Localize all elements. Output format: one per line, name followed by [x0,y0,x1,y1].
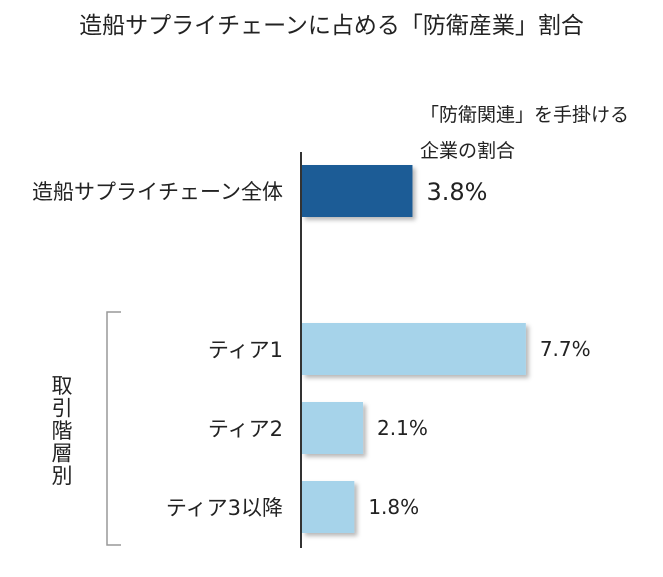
category-label-4: ティア3以降 [166,496,283,520]
series-annotation-line-2: 企業の割合 [420,140,515,162]
value-label-3: 2.1% [377,416,428,440]
category-label-1: 造船サプライチェーン全体 [32,180,283,204]
group-label-char-2: 引 [52,397,73,421]
bar-2 [302,323,526,375]
category-label-3: ティア2 [208,417,283,441]
category-label-2: ティア1 [208,338,283,362]
group-label-char-5: 別 [52,464,73,488]
chart-title: 造船サプライチェーンに占める「防衛産業」割合 [79,13,584,39]
value-label-1: 3.8% [426,178,487,206]
bar-4 [302,481,355,533]
group-label-char-3: 階 [52,419,73,443]
value-label-4: 1.8% [368,495,419,519]
value-label-2: 7.7% [540,337,591,361]
bar-1 [302,165,413,217]
group-label-char-1: 取 [52,374,73,398]
bar-3 [302,402,364,454]
group-label-char-4: 層 [52,442,73,466]
labels-layer: 造船サプライチェーン全体 3.8% ティア1 7.7% ティア2 2.1% ティア3以降 1.… [32,178,591,520]
series-annotation-line-1: 「防衛関連」を手掛ける [420,104,629,126]
bars-layer [302,165,526,533]
group-bracket [106,311,121,546]
